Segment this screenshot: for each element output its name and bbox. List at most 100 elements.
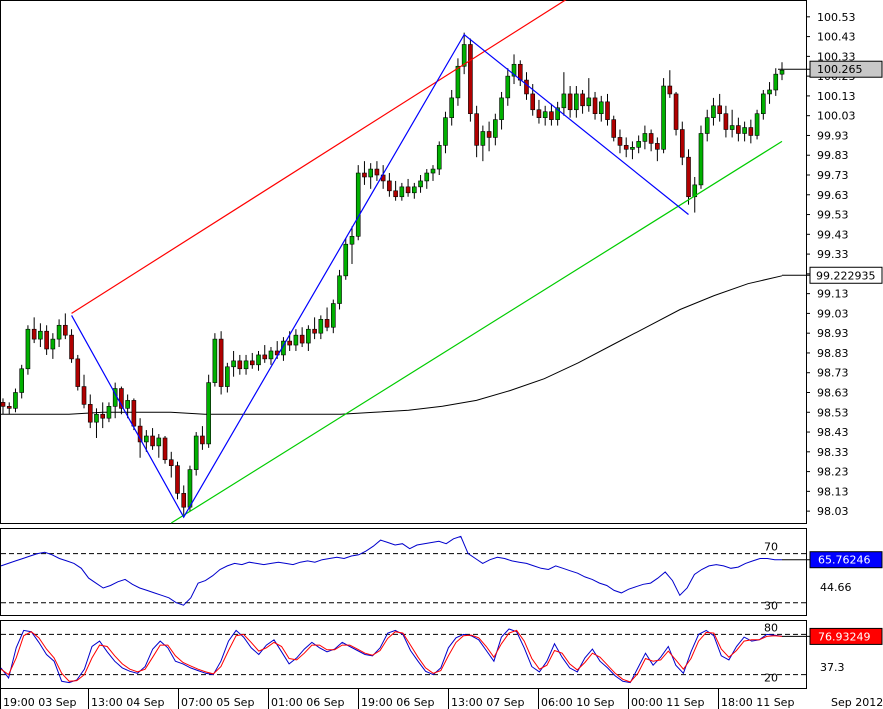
- last-price-label: 100.265: [817, 63, 863, 76]
- candle-body-up: [630, 147, 635, 150]
- trend-lines: [71, 0, 783, 524]
- candle: [667, 70, 673, 98]
- candle: [0, 398, 6, 415]
- candle: [443, 111, 448, 154]
- candle-body-up: [636, 141, 641, 148]
- candle: [349, 226, 355, 264]
- candle: [567, 86, 573, 118]
- candle-body-up: [436, 145, 442, 170]
- candle: [162, 436, 168, 464]
- candle: [736, 117, 741, 142]
- candles: [0, 32, 785, 518]
- candle: [461, 32, 467, 75]
- candle-body-down: [81, 386, 87, 405]
- candle-body-up: [50, 338, 56, 350]
- stochastic-series-signal: [0, 629, 783, 683]
- candle: [405, 178, 411, 197]
- moving-average-path: [1, 275, 783, 415]
- time-tick-label: 18:00 11 Sep: [721, 696, 794, 709]
- candle: [617, 129, 623, 154]
- candle-body-up: [505, 75, 511, 99]
- candle-body-up: [19, 368, 24, 393]
- stochastic-mid-label: 37.3: [820, 661, 845, 674]
- candle-body-up: [330, 303, 336, 328]
- candle-body-down: [623, 145, 629, 150]
- candle: [549, 103, 554, 126]
- blue-zigzag-line: [71, 33, 689, 519]
- candle: [511, 54, 517, 85]
- candle-body-down: [181, 493, 187, 508]
- candle-body-down: [617, 137, 623, 146]
- price-plot-area[interactable]: [0, 0, 807, 524]
- candle: [430, 165, 436, 181]
- price-tick-label: 98.93: [817, 327, 849, 340]
- candle-body-down: [717, 105, 722, 115]
- candle: [6, 402, 12, 415]
- candle-body-down: [100, 413, 106, 419]
- candle: [754, 109, 760, 140]
- candle: [748, 119, 754, 144]
- candle-body-down: [723, 113, 729, 130]
- candle-body-down: [200, 435, 205, 445]
- candle-body-up: [412, 186, 417, 194]
- stochastic-plot-area[interactable]: [0, 620, 807, 689]
- candle: [312, 317, 317, 340]
- candle: [773, 68, 779, 96]
- candle-body-up: [692, 184, 698, 198]
- price-tick-label: 99.73: [817, 169, 849, 182]
- candle: [94, 408, 99, 438]
- candle-body-down: [468, 44, 473, 115]
- candle: [50, 333, 56, 359]
- time-axis: 19:00 03 Sep 13:00 04 Sep 07:00 05 Sep 01:0…: [0, 689, 883, 709]
- candle-body-up: [499, 97, 504, 120]
- candle: [673, 91, 679, 136]
- candle: [355, 165, 361, 241]
- candle: [779, 62, 785, 81]
- candle-body-down: [567, 93, 573, 111]
- candle-body-up: [480, 131, 486, 146]
- candle: [131, 398, 137, 431]
- candle-body-up: [443, 117, 448, 146]
- price-tick-label: 99.43: [817, 228, 849, 241]
- candle-body-up: [106, 406, 112, 419]
- candle: [56, 319, 62, 348]
- candle-body-up: [642, 133, 648, 142]
- candle-body-up: [704, 117, 710, 134]
- candle: [249, 352, 255, 369]
- green-channel-line: [170, 140, 783, 524]
- candle: [337, 269, 342, 310]
- candle-body-down: [374, 168, 380, 176]
- candle: [374, 161, 380, 181]
- candle-body-up: [293, 334, 299, 346]
- candle-body-up: [430, 168, 436, 174]
- candle: [206, 374, 211, 448]
- candle: [393, 180, 398, 201]
- candle-body-down: [387, 180, 392, 192]
- candle: [698, 125, 704, 189]
- stochastic-level-label: 20: [764, 672, 778, 685]
- candle-body-up: [349, 235, 355, 245]
- candle: [729, 109, 735, 138]
- candle: [499, 91, 504, 130]
- rsi-plot-area[interactable]: [0, 528, 807, 616]
- candle: [156, 434, 162, 458]
- candle-body-up: [773, 73, 779, 91]
- candle: [119, 386, 124, 415]
- candle-body-down: [536, 109, 542, 118]
- candle-body-up: [243, 360, 249, 370]
- candle-body-down: [667, 85, 673, 95]
- candle: [580, 89, 585, 114]
- time-tick-label: 07:00 05 Sep: [181, 696, 254, 709]
- price-tick-label: 98.73: [817, 367, 849, 380]
- rsi-level-label: 30: [764, 600, 778, 613]
- candle: [474, 105, 479, 158]
- candle: [81, 374, 87, 409]
- price-tick-label: 99.33: [817, 248, 849, 261]
- candle-body-up: [399, 186, 405, 198]
- candle: [63, 313, 68, 340]
- rsi-value-box: [809, 551, 883, 569]
- rsi-level-label: 70: [764, 541, 778, 554]
- candle-body-up: [461, 44, 467, 67]
- candle: [193, 432, 199, 476]
